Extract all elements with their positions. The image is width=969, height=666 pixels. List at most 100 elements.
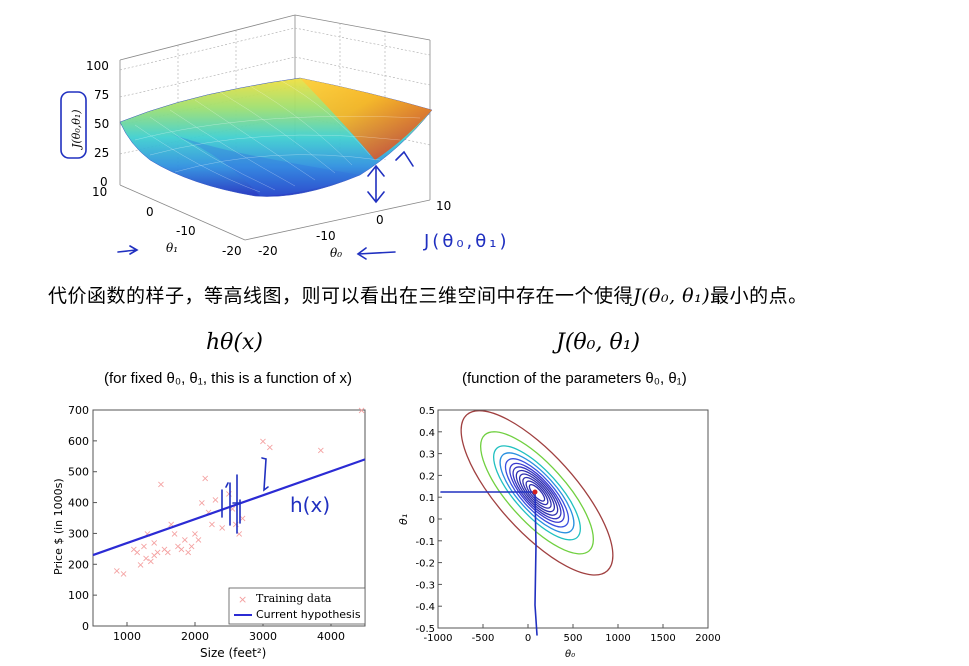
training-point: × [184, 547, 192, 558]
contour-level [493, 445, 581, 541]
contour-level [522, 476, 552, 509]
training-point: × [133, 547, 141, 558]
theta0-tick: -20 [258, 244, 278, 258]
training-point: × [317, 446, 325, 457]
y-tick-label: 600 [68, 435, 89, 448]
theta1-tick: -20 [222, 244, 242, 258]
contour-subtitle: (function of the parameters θ₀, θ₁) [462, 370, 687, 387]
training-point: × [143, 529, 151, 540]
training-point: × [238, 514, 246, 525]
x-tick-label: 1500 [650, 633, 675, 644]
training-point: × [147, 557, 155, 568]
training-point: × [198, 498, 206, 509]
training-point: × [150, 538, 158, 549]
y-tick-label: 200 [68, 558, 89, 571]
x-tick-label: -1000 [423, 633, 452, 644]
training-point: × [235, 529, 243, 540]
z-tick-labels: 100 75 50 25 0 [86, 59, 109, 189]
training-point: × [211, 495, 219, 506]
training-point: × [266, 443, 274, 454]
training-point: × [164, 547, 172, 558]
x-tick-label: 2000 [181, 630, 209, 643]
training-point: × [357, 406, 365, 417]
cost-contour-chart: -1000 -500 0 500 1000 1500 2000 -0.5 -0.4 -0.3 -0.… [397, 406, 721, 660]
theta1-tick: 10 [92, 185, 107, 199]
y-tick-label: 0.3 [419, 450, 435, 461]
training-point: × [136, 560, 144, 571]
theta0-axis-label: θ₀ [565, 649, 575, 660]
hypothesis-title: hθ(x) [206, 330, 263, 355]
theta0-tick-labels: -20 -10 0 10 [258, 199, 451, 258]
handwritten-annotations [60, 91, 414, 260]
training-point: × [160, 544, 168, 555]
contour-level [504, 458, 570, 528]
z-tick: 100 [86, 59, 109, 73]
contour-level [512, 466, 562, 520]
training-point: × [177, 544, 185, 555]
y-tick-label: 0.5 [419, 406, 435, 417]
z-tick: 75 [94, 88, 109, 102]
z-tick: 50 [94, 117, 109, 131]
hypothesis-subtitle: (for fixed θ₀, θ₁, this is a function of… [104, 370, 353, 387]
x-tick-label: 2000 [695, 633, 720, 644]
contour-level [499, 452, 575, 534]
training-point: × [174, 541, 182, 552]
theta1-axis-label: θ₁ [166, 241, 178, 255]
training-point: × [204, 507, 212, 518]
z-tick: 25 [94, 146, 109, 160]
y-tick-label: 500 [68, 466, 89, 479]
x-tick-label: 4000 [317, 630, 345, 643]
x-tick-label: 500 [563, 633, 582, 644]
theta0-tick: -10 [316, 229, 336, 243]
y-tick-label: 0 [429, 515, 435, 526]
theta0-tick: 10 [436, 199, 451, 213]
surface-box [119, 14, 431, 241]
training-point: × [259, 436, 267, 447]
y-tick-label: 100 [68, 589, 89, 602]
legend-training-label: Training data [256, 592, 332, 605]
x-tick-label: 1000 [605, 633, 630, 644]
z-axis-label: J(θ₀,θ₁) [70, 109, 83, 150]
theta0-axis-label: θ₀ [330, 246, 342, 260]
handwritten-j-label: J(θ₀,θ₁) [423, 231, 510, 252]
caption-math: J(θ₀, θ₁) [633, 285, 711, 307]
legend-hypothesis-label: Current hypothesis [256, 608, 361, 621]
legend: × Training data Current hypothesis [228, 587, 366, 625]
training-data-points: ××××××××××××××××××××××××××××××××××××× ×× [113, 406, 366, 581]
theta1-axis-label: θ₁ [397, 514, 410, 525]
contour-title: J(θ₀, θ₁) [556, 330, 641, 355]
training-point: × [225, 489, 233, 500]
y-tick-label: 0.4 [419, 428, 435, 439]
contour-level [479, 431, 595, 555]
y-tick-label: -0.3 [415, 580, 435, 591]
training-point: × [130, 544, 138, 555]
training-point: × [218, 523, 226, 534]
training-point: × [208, 520, 216, 531]
training-point: × [153, 547, 161, 558]
training-point: × [228, 504, 236, 515]
training-point: × [232, 520, 240, 531]
training-point: × [194, 535, 202, 546]
y-tick-label: 0.2 [419, 471, 435, 482]
contour-level [519, 473, 555, 513]
theta1-tick-labels: 10 0 -10 -20 [92, 185, 242, 258]
theta1-tick: -10 [176, 224, 196, 238]
training-point: × [191, 529, 199, 540]
y-tick-label: -0.5 [415, 624, 435, 635]
y-tick-label: 400 [68, 497, 89, 510]
y-tick-label: -0.1 [415, 537, 435, 548]
scatter-ticks: 1000 2000 3000 4000 0 100 200 300 400 500 600 700 [68, 404, 345, 643]
x-tick-label: 1000 [113, 630, 141, 643]
hypothesis-scatter-chart: 1000 2000 3000 4000 0 100 200 300 400 500 600 700 ×… [52, 404, 366, 660]
contour-level [515, 469, 559, 516]
legend-marker-x: × [238, 593, 247, 606]
contour-ticks: -1000 -500 0 500 1000 1500 2000 -0.5 -0.4 -0.3 -0.… [415, 406, 720, 644]
training-point: × [150, 551, 158, 562]
x-tick-label: 3000 [249, 630, 277, 643]
caption-text: 代价函数的样子，等高线图，则可以看出在三维空间中存在一个使得 [48, 285, 634, 307]
theta0-tick: 0 [376, 213, 384, 227]
x-axis-label: Size (feet²) [200, 646, 266, 660]
y-tick-label: -0.4 [415, 602, 435, 613]
handwritten-error-marks [221, 457, 269, 534]
y-tick-label: 0 [82, 620, 89, 633]
